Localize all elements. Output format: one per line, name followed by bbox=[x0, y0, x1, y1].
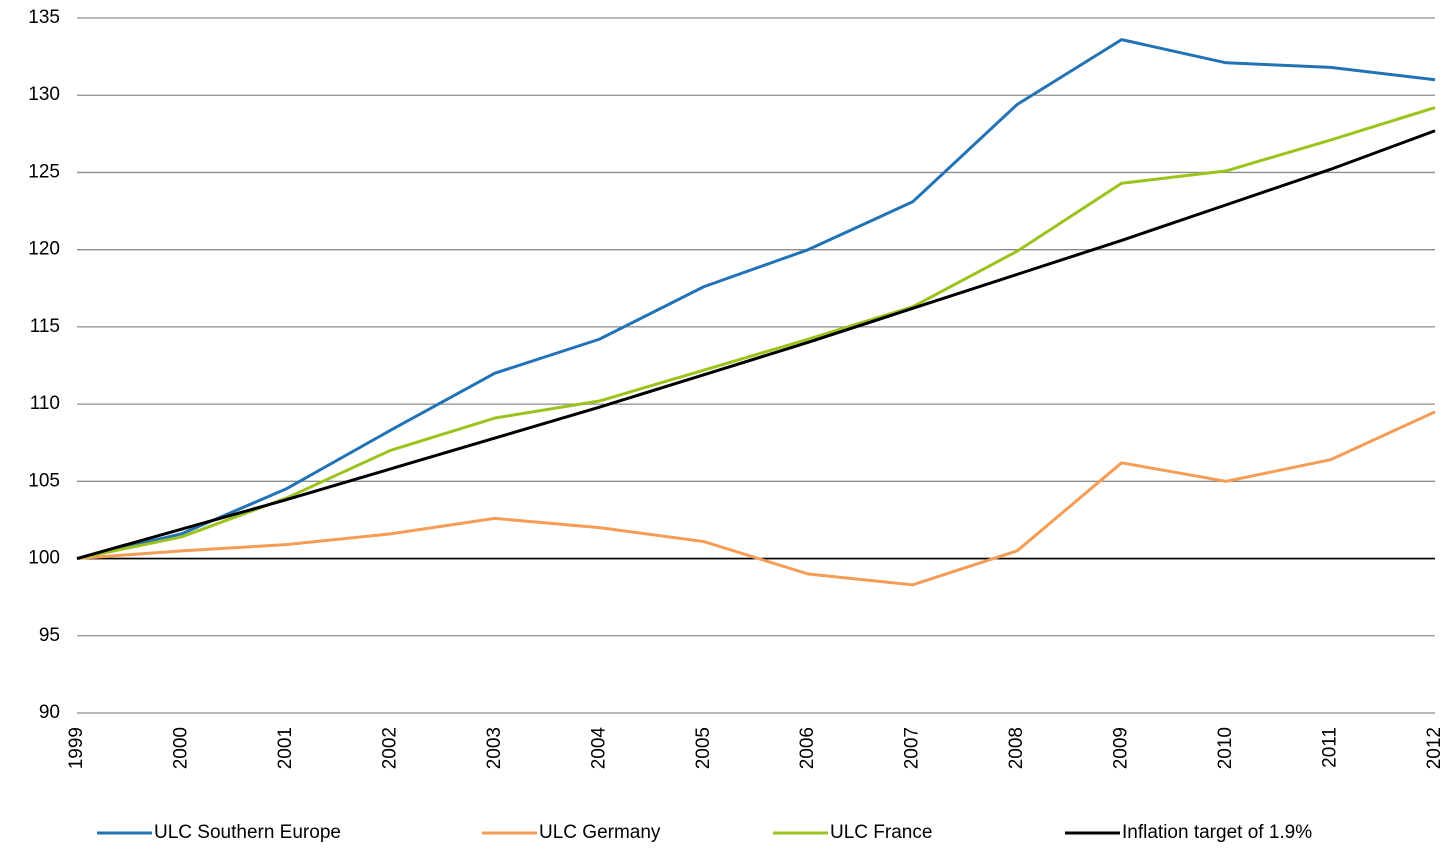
y-tick-label: 105 bbox=[28, 470, 60, 491]
x-tick-label: 2003 bbox=[484, 727, 505, 769]
y-tick-label: 125 bbox=[28, 161, 60, 182]
x-tick-label: 2001 bbox=[275, 727, 296, 769]
series-line bbox=[76, 129, 1436, 561]
x-tick-label: 2011 bbox=[1320, 727, 1341, 768]
x-tick-label: 2012 bbox=[1424, 727, 1445, 769]
y-tick-label: 110 bbox=[30, 393, 60, 414]
x-tick-label: 2005 bbox=[693, 727, 714, 769]
legend-label: ULC France bbox=[830, 822, 932, 843]
y-tick-label: 120 bbox=[28, 239, 60, 260]
x-tick-label: 2008 bbox=[1006, 727, 1027, 769]
legend-label: ULC Germany bbox=[539, 822, 661, 843]
y-tick-label: 115 bbox=[30, 316, 60, 337]
x-tick-label: 2000 bbox=[170, 727, 191, 769]
y-tick-label: 130 bbox=[28, 84, 60, 105]
x-tick-label: 2010 bbox=[1215, 727, 1236, 769]
x-tick-label: 1999 bbox=[66, 727, 87, 769]
y-tick-label: 90 bbox=[39, 702, 60, 723]
series-line bbox=[76, 410, 1436, 587]
x-tick-label: 2002 bbox=[379, 727, 400, 769]
series-line bbox=[76, 38, 1436, 561]
y-tick-label: 100 bbox=[28, 548, 60, 569]
x-tick-label: 2009 bbox=[1111, 727, 1132, 769]
x-tick-label: 2004 bbox=[588, 727, 609, 770]
legend-label: ULC Southern Europe bbox=[154, 822, 341, 843]
series-line bbox=[76, 106, 1436, 561]
x-tick-label: 2006 bbox=[797, 727, 818, 769]
x-tick-label: 2007 bbox=[902, 727, 923, 769]
y-tick-label: 95 bbox=[39, 625, 60, 646]
y-tick-label: 135 bbox=[28, 7, 60, 28]
legend-label: Inflation target of 1.9% bbox=[1122, 822, 1312, 843]
